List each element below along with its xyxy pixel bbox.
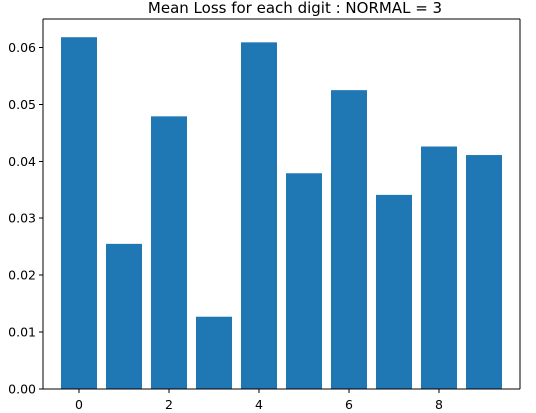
bar-digit-1: [106, 243, 142, 389]
bar-digit-8: [421, 146, 457, 389]
x-tick-label: 8: [435, 397, 443, 412]
y-tick-label: 0.04: [8, 154, 36, 169]
x-axis-ticks: 0 2 4 6 8: [75, 389, 443, 412]
x-tick-label: 2: [165, 397, 173, 412]
chart-title: Mean Loss for each digit : NORMAL = 3: [148, 0, 442, 17]
y-tick-label: 0.05: [8, 97, 36, 112]
x-tick-label: 6: [345, 397, 353, 412]
y-tick-label: 0.00: [8, 382, 36, 397]
bar-digit-0: [61, 37, 97, 389]
y-tick-label: 0.01: [8, 325, 36, 340]
bar-digit-3: [196, 316, 232, 389]
y-tick-label: 0.02: [8, 268, 36, 283]
bar-digit-6: [331, 90, 367, 390]
y-tick-label: 0.06: [8, 40, 36, 55]
y-tick-label: 0.03: [8, 211, 36, 226]
bar-digit-2: [151, 116, 187, 389]
x-tick-label: 4: [255, 397, 263, 412]
x-tick-label: 0: [75, 397, 83, 412]
axes-frame: [42, 18, 521, 390]
y-axis-ticks: 0.00 0.01 0.02 0.03 0.04 0.05 0.06: [8, 40, 43, 397]
bar-digit-9: [466, 155, 502, 389]
bar-digit-7: [376, 194, 412, 389]
bar-digit-4: [241, 42, 277, 390]
bar-digit-5: [286, 173, 322, 389]
bars-group: [61, 37, 502, 390]
